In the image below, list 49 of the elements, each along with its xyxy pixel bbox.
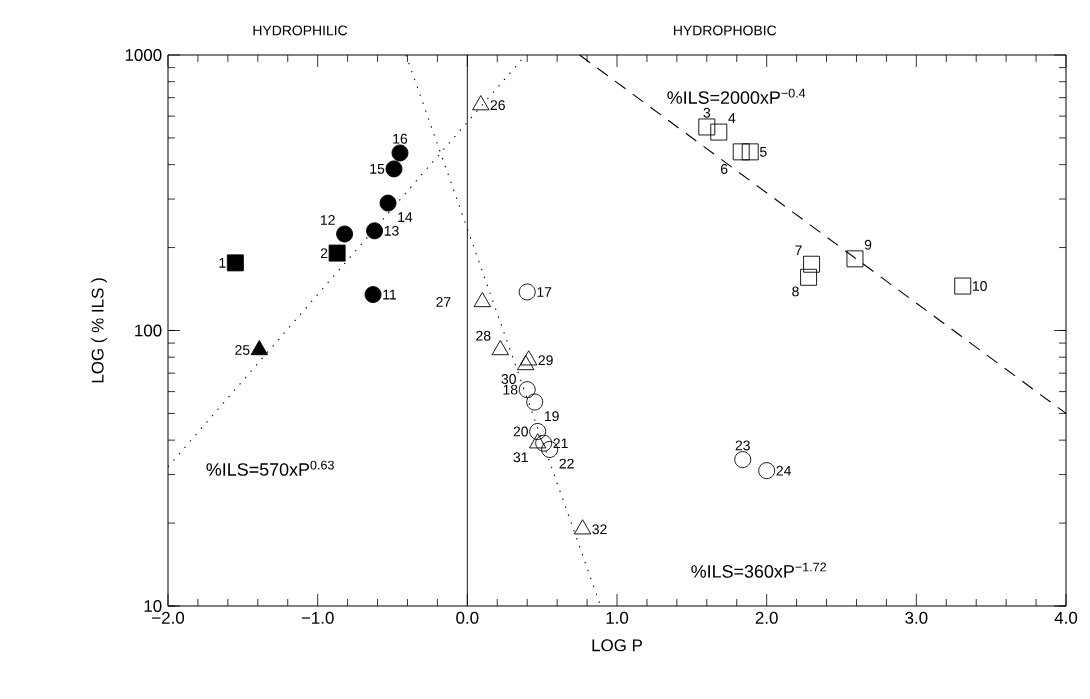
annotation: 24 [776,465,791,476]
annotation: 3 [703,107,711,118]
annotation: 14 [398,212,413,222]
x-tick-label: 4.0 [1054,611,1078,624]
annotation: 17 [537,287,552,297]
annotation: 1 [219,258,226,268]
x-tick-label: 2.0 [755,611,778,624]
annotation: 27 [436,297,451,307]
text: HYDROPHOBIC [673,25,777,36]
annotation: 7 [795,245,802,256]
annotation: 2 [320,248,328,258]
annotation: 28 [476,330,491,341]
annotation: 19 [544,411,559,422]
annotation: 6 [720,164,728,174]
annotation: 26 [490,100,505,111]
annotation: %ILS=360xP$^{−1.72}$ [691,562,826,578]
x-tick-label: 3.0 [905,611,928,624]
annotation: 25 [235,344,250,355]
annotation: %ILS=570xP$^{0.63}$ [206,460,334,476]
y-tick-label: 1000 [125,48,162,61]
y-axis-title: LOG ( % ILS ) [91,278,107,383]
annotation: 29 [538,355,553,366]
annotation: 4 [728,113,736,123]
x-axis-title: LOG P [592,639,642,652]
y-tick-label: 100 [135,324,162,337]
annotation: 23 [735,440,750,451]
x-tick-label: −1.0 [301,611,334,624]
annotation: 8 [792,286,799,297]
annotation: 20 [513,426,528,437]
text: HYDROPHILIC [253,25,348,36]
annotation: 18 [503,384,518,395]
annotation: 5 [759,147,767,157]
annotation: %ILS=2000xP$^{−0.4}$ [667,88,806,104]
annotation: 10 [973,281,987,291]
annotation: 30 [501,374,516,385]
annotation: 16 [393,133,408,144]
annotation: 32 [592,524,607,535]
annotation: 22 [559,458,574,469]
annotation: 11 [383,289,397,300]
y-tick-label: 10 [144,600,162,612]
annotation: 13 [384,225,399,236]
x-tick-label: 1.0 [606,611,629,624]
annotation: 9 [864,239,872,250]
annotation: 15 [370,164,385,174]
annotation: 31 [513,452,528,463]
annotation: 21 [553,438,568,449]
x-tick-label: 0.0 [456,611,479,624]
annotation: 12 [320,215,335,225]
x-tick-label: −2.0 [152,611,185,624]
